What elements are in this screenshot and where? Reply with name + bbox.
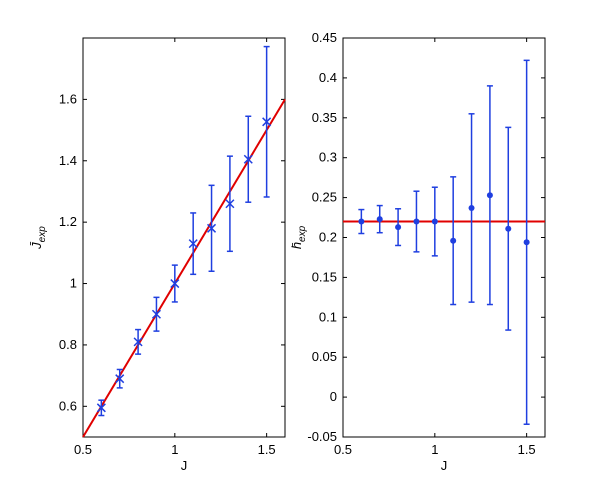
y-tick-label: 0.25 bbox=[312, 190, 337, 205]
y-axis-label: h̄exp bbox=[289, 225, 308, 249]
x-axis-label: J bbox=[181, 458, 188, 473]
y-axis-label-main: J̄ bbox=[29, 241, 44, 249]
marker bbox=[262, 117, 272, 127]
marker bbox=[395, 224, 402, 231]
y-tick-label: 0.05 bbox=[312, 349, 337, 364]
marker bbox=[358, 218, 365, 225]
y-tick-label: 1.6 bbox=[59, 91, 77, 106]
y-tick-label: 0.3 bbox=[319, 150, 337, 165]
axes-box bbox=[342, 37, 546, 438]
x-axis-label: J bbox=[441, 458, 448, 473]
y-tick-label: 1.2 bbox=[59, 214, 77, 229]
y-tick-label: -0.05 bbox=[307, 429, 337, 444]
y-axis-label: J̄exp bbox=[29, 226, 48, 250]
y-tick-label: 0 bbox=[330, 389, 337, 404]
marker bbox=[133, 337, 143, 347]
marker bbox=[431, 218, 438, 225]
marker bbox=[170, 279, 180, 289]
y-tick-label: 0.45 bbox=[312, 30, 337, 45]
y-axis-label-subscript: exp bbox=[37, 226, 48, 243]
y-tick-label: 0.4 bbox=[319, 70, 337, 85]
y-tick-label: 0.15 bbox=[312, 269, 337, 284]
y-axis-label-subscript: exp bbox=[297, 225, 308, 242]
x-tick-label: 0.5 bbox=[74, 442, 92, 457]
x-tick-label: 1.5 bbox=[258, 442, 276, 457]
x-tick-label: 0.5 bbox=[334, 442, 352, 457]
marker bbox=[207, 223, 217, 233]
marker bbox=[96, 403, 106, 413]
marker bbox=[115, 374, 125, 384]
y-axis-label-main: h̄ bbox=[289, 242, 304, 249]
y-tick-label: 0.1 bbox=[319, 309, 337, 324]
y-tick-label: 0.6 bbox=[59, 398, 77, 413]
y-tick-label: 1 bbox=[70, 276, 77, 291]
marker bbox=[523, 239, 530, 246]
x-tick-label: 1 bbox=[431, 442, 438, 457]
axes-box bbox=[82, 37, 286, 438]
y-tick-label: 1.4 bbox=[59, 153, 77, 168]
marker bbox=[413, 218, 420, 225]
x-tick-label: 1.5 bbox=[518, 442, 536, 457]
marker bbox=[486, 192, 493, 199]
marker bbox=[505, 225, 512, 232]
y-tick-label: 0.35 bbox=[312, 110, 337, 125]
y-tick-label: 0.2 bbox=[319, 230, 337, 245]
x-tick-label: 1 bbox=[171, 442, 178, 457]
marker bbox=[450, 237, 457, 244]
marker bbox=[151, 309, 161, 319]
marker bbox=[188, 239, 198, 249]
y-tick-label: 0.8 bbox=[59, 337, 77, 352]
marker bbox=[243, 154, 253, 164]
marker bbox=[225, 199, 235, 209]
marker bbox=[376, 216, 383, 223]
marker bbox=[468, 204, 475, 211]
